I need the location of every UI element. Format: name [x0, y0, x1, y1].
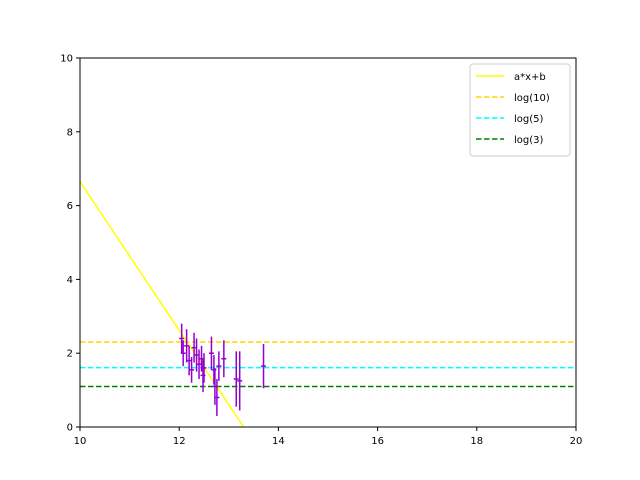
- x-tick-label: 14: [272, 436, 285, 447]
- x-tick-label: 20: [570, 436, 583, 447]
- errorbar-point: [214, 379, 220, 416]
- y-tick-label: 8: [67, 127, 73, 138]
- axes-frame: [79, 57, 577, 428]
- x-tick-label: 16: [371, 436, 384, 447]
- x-tick-label: 10: [74, 436, 87, 447]
- legend-label: a*x+b: [514, 72, 546, 83]
- legend-label: log(5): [514, 114, 544, 125]
- legend-label: log(3): [514, 135, 544, 146]
- y-tick-label: 10: [60, 54, 73, 65]
- errorbar-point: [191, 332, 197, 363]
- x-axis: 10 12 14 16 18 20: [74, 427, 583, 447]
- y-tick-label: 4: [67, 275, 73, 286]
- errorbar-point: [208, 336, 214, 370]
- y-tick-label: 0: [67, 423, 73, 434]
- errorbar-point: [189, 356, 195, 383]
- errorbar-point: [233, 351, 239, 407]
- errorbar-point: [201, 353, 207, 383]
- legend-label: log(10): [514, 93, 550, 104]
- errorbar-point: [216, 351, 222, 381]
- legend: a*x+b log(10) log(5) log(3): [469, 63, 571, 157]
- errorbar-point: [221, 340, 227, 378]
- errorbar-point: [184, 329, 190, 363]
- y-tick-label: 6: [67, 201, 73, 212]
- errorbar-point: [237, 351, 243, 411]
- y-tick-label: 2: [67, 349, 73, 360]
- legend-box: [469, 63, 571, 157]
- x-tick-label: 18: [470, 436, 483, 447]
- y-axis: 0 2 4 6 8 10: [60, 54, 80, 434]
- errorbar-point: [180, 340, 186, 367]
- plot-area: [80, 181, 576, 427]
- x-tick-label: 12: [173, 436, 186, 447]
- errorbar-point: [179, 323, 185, 354]
- errorbar-point: [261, 343, 266, 389]
- errorbar-point: [194, 338, 200, 372]
- errorbar-point: [196, 349, 202, 380]
